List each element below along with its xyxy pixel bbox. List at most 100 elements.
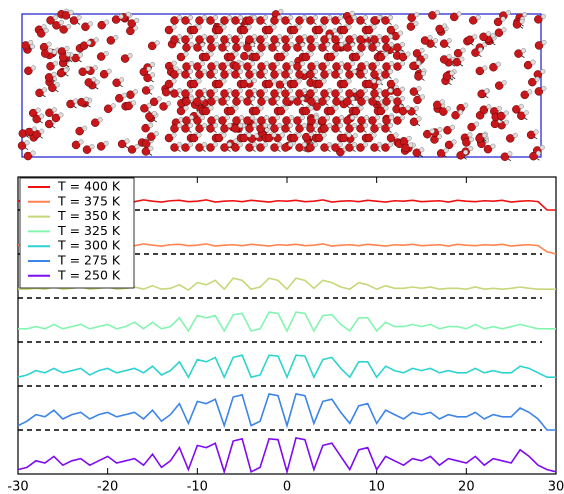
- oxygen: [195, 16, 204, 25]
- hydrogen: [314, 61, 320, 67]
- oxygen: [51, 113, 61, 123]
- hydrogen: [541, 85, 547, 91]
- hydrogen: [263, 34, 269, 40]
- hydrogen: [251, 78, 257, 84]
- oxygen: [139, 67, 149, 77]
- hydrogen: [388, 88, 394, 94]
- hydrogen: [246, 24, 252, 30]
- hydrogen: [333, 105, 339, 111]
- oxygen: [326, 106, 336, 116]
- hydrogen: [314, 95, 320, 101]
- hydrogen: [280, 132, 286, 138]
- oxygen: [170, 70, 179, 79]
- oxygen: [332, 43, 341, 52]
- oxygen: [245, 89, 254, 98]
- oxygen: [343, 62, 352, 71]
- hydrogen: [221, 24, 227, 30]
- oxygen: [477, 89, 486, 99]
- oxygen: [99, 69, 109, 79]
- hydrogen: [400, 115, 406, 121]
- hydrogen: [171, 60, 177, 66]
- oxygen: [456, 151, 465, 160]
- hydrogen: [226, 34, 232, 40]
- oxygen: [306, 70, 315, 79]
- hydrogen: [522, 12, 528, 18]
- hydrogen: [383, 51, 389, 57]
- hydrogen: [484, 88, 490, 94]
- hydrogen: [419, 94, 425, 100]
- oxygen: [479, 105, 489, 114]
- hydrogen: [125, 11, 131, 17]
- hydrogen: [352, 14, 358, 20]
- oxygen: [393, 97, 402, 106]
- hydrogen: [263, 14, 269, 20]
- hydrogen: [258, 51, 264, 57]
- oxygen: [56, 68, 66, 78]
- legend-label: T = 400 K: [57, 179, 121, 194]
- oxygen: [343, 116, 352, 125]
- oxygen: [220, 35, 229, 44]
- oxygen: [307, 43, 316, 52]
- oxygen: [23, 151, 33, 161]
- hydrogen: [364, 61, 370, 67]
- oxygen: [382, 97, 391, 106]
- oxygen: [112, 78, 121, 88]
- oxygen: [381, 124, 390, 133]
- hydrogen: [65, 51, 71, 57]
- oxygen: [479, 32, 488, 42]
- hydrogen: [321, 24, 327, 30]
- hydrogen: [389, 95, 395, 101]
- hydrogen: [83, 96, 89, 102]
- hydrogen: [171, 78, 177, 84]
- hydrogen: [503, 110, 509, 116]
- hydrogen: [66, 23, 72, 29]
- oxygen: [46, 16, 55, 25]
- hydrogen: [349, 10, 355, 16]
- oxygen: [181, 143, 190, 152]
- oxygen: [231, 16, 240, 25]
- oxygen: [483, 144, 493, 154]
- hydrogen: [212, 14, 218, 20]
- oxygen: [140, 104, 149, 113]
- simulation-box: [21, 13, 542, 158]
- hydrogen: [238, 41, 244, 47]
- oxygen: [439, 107, 448, 116]
- hydrogen: [346, 78, 352, 84]
- oxygen: [370, 143, 379, 152]
- oxygen: [301, 106, 311, 116]
- oxygen: [489, 62, 498, 72]
- oxygen: [475, 66, 485, 76]
- hydrogen: [238, 61, 244, 67]
- oxygen: [21, 41, 30, 50]
- oxygen: [256, 143, 265, 152]
- oxygen: [505, 134, 515, 143]
- oxygen: [268, 116, 277, 125]
- hydrogen: [314, 115, 320, 121]
- oxygen: [368, 116, 377, 125]
- hydrogen: [31, 126, 37, 132]
- hydrogen: [146, 102, 152, 108]
- oxygen: [364, 25, 374, 35]
- hydrogen: [400, 61, 406, 67]
- oxygen: [141, 123, 150, 133]
- hydrogen: [46, 41, 52, 47]
- oxygen: [326, 52, 336, 62]
- oxygen: [306, 143, 315, 152]
- oxygen: [46, 62, 55, 71]
- hydrogen: [446, 38, 452, 44]
- hydrogen: [146, 66, 152, 72]
- oxygen: [331, 143, 340, 152]
- hydrogen: [187, 88, 193, 94]
- oxygen: [96, 52, 106, 61]
- hydrogen: [383, 105, 389, 111]
- hydrogen: [463, 149, 469, 155]
- hydrogen: [413, 105, 419, 111]
- hydrogen: [201, 122, 207, 128]
- hydrogen: [296, 24, 302, 30]
- hydrogen: [213, 95, 219, 101]
- oxygen: [282, 43, 291, 52]
- hydrogen: [500, 16, 506, 22]
- x-tick-label: -20: [97, 480, 118, 494]
- hydrogen: [63, 67, 69, 73]
- oxygen: [497, 111, 506, 121]
